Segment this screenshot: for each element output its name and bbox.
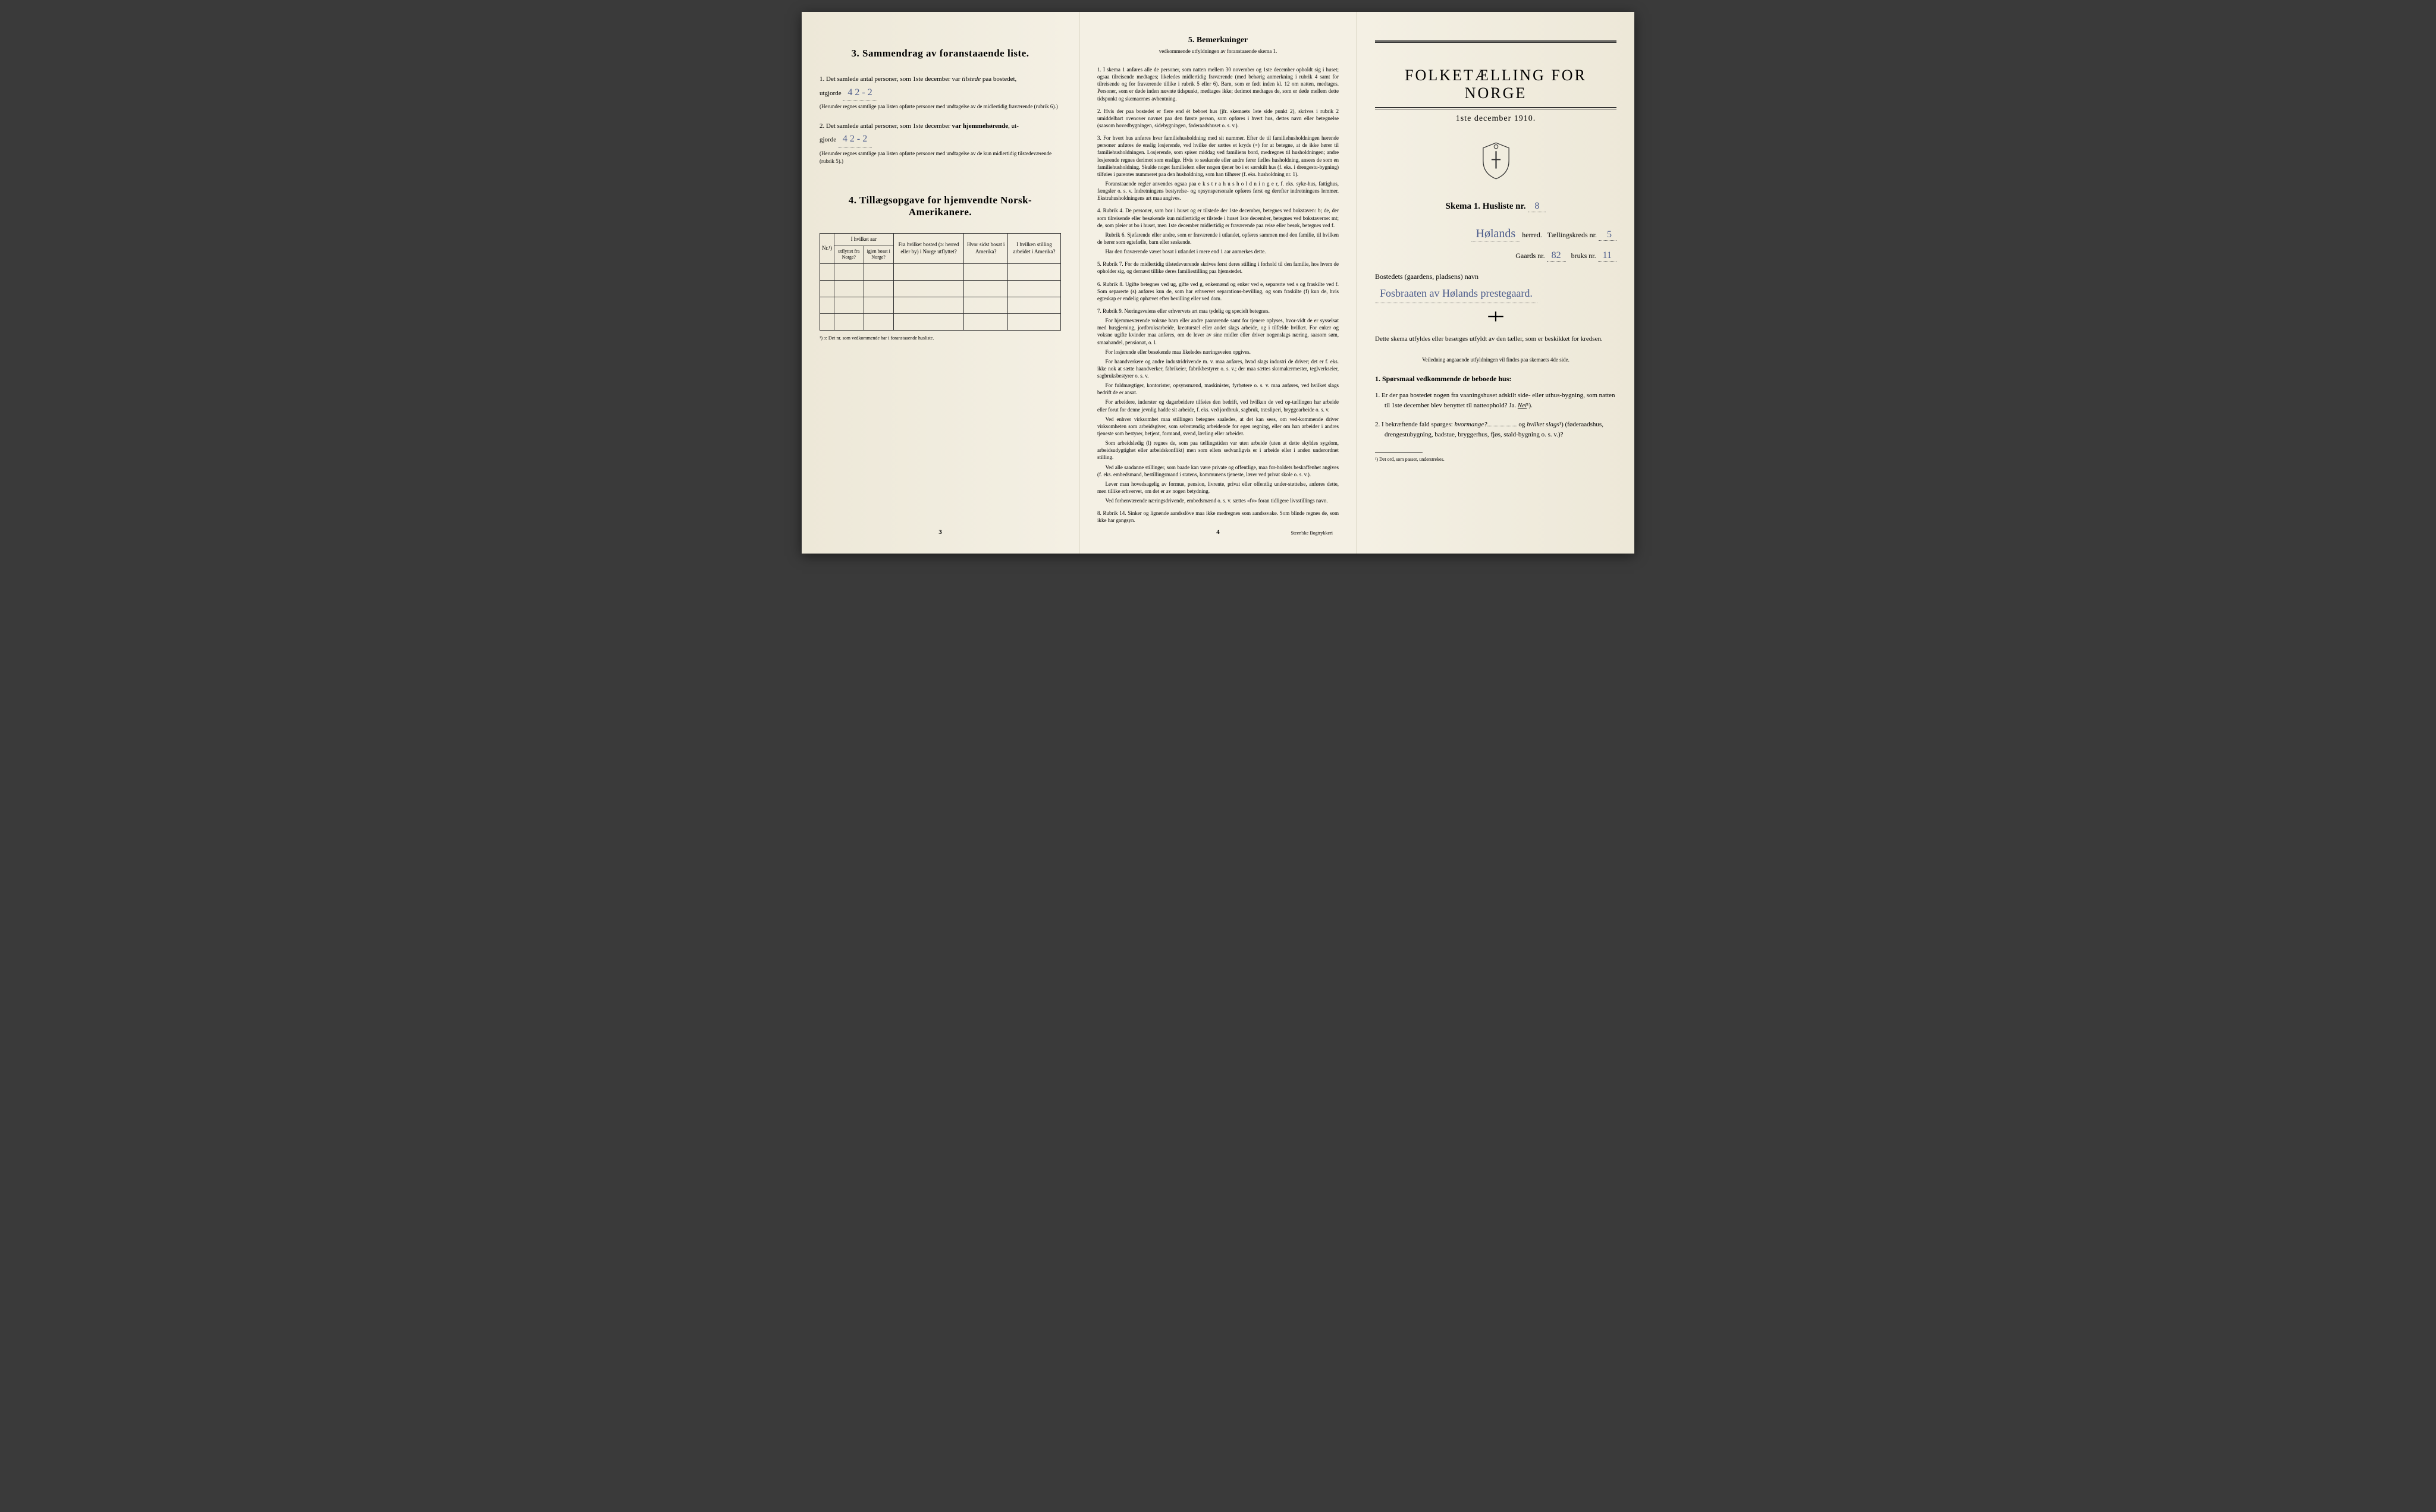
emblem-icon <box>1480 142 1512 180</box>
item1-text-post: paa bostedet, <box>981 76 1016 83</box>
col-year-out: utflyttet fra Norge? <box>834 246 864 263</box>
question-2: 2. I bekræftende fald spørges: hvormange… <box>1375 420 1616 441</box>
footnote: ¹) Det ord, som passer, understrekes. <box>1375 457 1616 462</box>
question-heading: 1. Spørsmaal vedkommende de beboede hus: <box>1375 375 1616 383</box>
section-3-heading: 3. Sammendrag av foranstaaende liste. <box>820 48 1061 59</box>
gaards-nr: 82 <box>1547 250 1566 262</box>
table-row <box>820 297 1061 313</box>
remark-item: 2. Hvis der paa bostedet er flere end ét… <box>1097 108 1339 129</box>
remark-item: 5. Rubrik 7. For de midlertidig tilstede… <box>1097 260 1339 275</box>
herred-name: Hølands <box>1471 227 1521 241</box>
bosted-label: Bostedets (gaardens, pladsens) navn <box>1375 272 1478 281</box>
col-nr: Nr.¹) <box>820 234 834 263</box>
table-row <box>820 280 1061 297</box>
kreds-label: Tællingskreds nr. <box>1547 231 1597 239</box>
section-4-heading: 4. Tillægsopgave for hjemvendte Norsk-Am… <box>820 194 1061 218</box>
item1-prefix: utgjorde <box>820 90 842 97</box>
title-rule-bottom <box>1375 107 1616 109</box>
col-where: Hvor sidst bosat i Amerika? <box>964 234 1008 263</box>
table-footnote: ¹) ɔ: Det nr. som vedkommende har i fora… <box>820 335 1061 341</box>
col-year-back: igjen bosat i Norge? <box>864 246 893 263</box>
remark-item: 7. Rubrik 9. Næringsveiens eller erhverv… <box>1097 307 1339 504</box>
supplement-table: Nr.¹) I hvilket aar Fra hvilket bosted (… <box>820 233 1061 330</box>
main-title: FOLKETÆLLING FOR NORGE <box>1375 67 1616 102</box>
printer-credit: Steen'ske Bogtrykkeri <box>1291 530 1333 536</box>
q2-em2: hvilket slags <box>1527 421 1559 428</box>
page-number-4: 4 <box>1216 529 1220 536</box>
panel-page-3: 3. Sammendrag av foranstaaende liste. 1.… <box>802 12 1079 554</box>
instructions-sub: Veiledning angaaende utfyldningen vil fi… <box>1375 357 1616 363</box>
footnote-rule <box>1375 452 1423 453</box>
q1-suffix: ¹). <box>1527 402 1533 409</box>
ornament: ━╋━ <box>1375 312 1616 322</box>
item2-text-post: , ut- <box>1008 122 1019 130</box>
instructions: Dette skema utfyldes eller besørges utfy… <box>1375 334 1616 345</box>
item2-note: (Herunder regnes samtlige paa listen opf… <box>820 150 1061 165</box>
col-from: Fra hvilket bosted (ɔ: herred eller by) … <box>893 234 964 263</box>
table-row <box>820 263 1061 280</box>
item2-prefix: gjorde <box>820 136 836 143</box>
skema-line: Skema 1. Husliste nr. 8 <box>1375 201 1616 212</box>
col-year: I hvilket aar <box>834 234 893 246</box>
summary-item-2: 2. Det samlede antal personer, som 1ste … <box>820 121 1061 165</box>
questions: 1. Spørsmaal vedkommende de beboede hus:… <box>1375 375 1616 441</box>
q2-mid: og <box>1517 421 1527 428</box>
bruks-nr: 11 <box>1598 250 1616 262</box>
census-date: 1ste december 1910. <box>1375 114 1616 124</box>
section-5-heading: 5. Bemerkninger <box>1097 36 1339 45</box>
item1-emphasis: tilstede <box>962 76 981 83</box>
remarks-list: 1. I skema 1 anføres alle de personer, s… <box>1097 66 1339 524</box>
gaards-line: Gaards nr. 82 bruks nr. 11 <box>1375 250 1616 262</box>
herred-label: herred. <box>1522 231 1542 239</box>
item1-text-pre: 1. Det samlede antal personer, som 1ste … <box>820 76 962 83</box>
herred-line: Hølands herred. Tællingskreds nr. 5 <box>1375 227 1616 241</box>
panel-page-4: 5. Bemerkninger vedkommende utfyldningen… <box>1079 12 1357 554</box>
q2-pre: 2. I bekræftende fald spørges: <box>1375 421 1455 428</box>
item1-value: 4 2 - 2 <box>843 85 877 101</box>
q1-text: 1. Er der paa bostedet nogen fra vaaning… <box>1375 392 1615 410</box>
page-number-3: 3 <box>938 529 942 536</box>
remark-item: 6. Rubrik 8. Ugifte betegnes ved ug, gif… <box>1097 281 1339 302</box>
col-occupation: I hvilken stilling arbeidet i Amerika? <box>1008 234 1061 263</box>
remark-item: 4. Rubrik 4. De personer, som bor i huse… <box>1097 207 1339 255</box>
item1-note: (Herunder regnes samtlige paa listen opf… <box>820 103 1061 111</box>
skema-label: Skema 1. Husliste nr. <box>1446 202 1526 211</box>
item2-text-pre: 2. Det samlede antal personer, som 1ste … <box>820 122 952 130</box>
section-5-subtitle: vedkommende utfyldningen av foranstaaend… <box>1097 48 1339 54</box>
item2-emphasis: var hjemmehørende <box>952 122 1009 130</box>
item2-value: 4 2 - 2 <box>838 131 872 147</box>
bosted-name: Fosbraaten av Hølands prestegaard. <box>1375 284 1537 303</box>
remark-item: 1. I skema 1 anføres alle de personer, s… <box>1097 66 1339 102</box>
remark-item: 3. For hvert hus anføres hver familiehus… <box>1097 134 1339 202</box>
summary-item-1: 1. Det samlede antal personer, som 1ste … <box>820 74 1061 111</box>
panel-cover: FOLKETÆLLING FOR NORGE 1ste december 191… <box>1357 12 1634 554</box>
q1-answer: Nei <box>1518 402 1527 409</box>
bruks-label: bruks nr. <box>1571 252 1596 260</box>
remark-item: 8. Rubrik 14. Sinker og lignende aandssl… <box>1097 510 1339 524</box>
kreds-nr: 5 <box>1599 230 1616 241</box>
husliste-nr: 8 <box>1528 201 1546 212</box>
gaards-label: Gaards nr. <box>1515 252 1545 260</box>
census-document: 3. Sammendrag av foranstaaende liste. 1.… <box>802 12 1634 554</box>
coat-of-arms <box>1375 142 1616 183</box>
title-rule-top <box>1375 40 1616 43</box>
question-1: 1. Er der paa bostedet nogen fra vaaning… <box>1375 391 1616 411</box>
bosted-line: Bostedets (gaardens, pladsens) navn Fosb… <box>1375 271 1616 303</box>
q2-em1: hvormange? <box>1455 421 1487 428</box>
table-row <box>820 313 1061 330</box>
